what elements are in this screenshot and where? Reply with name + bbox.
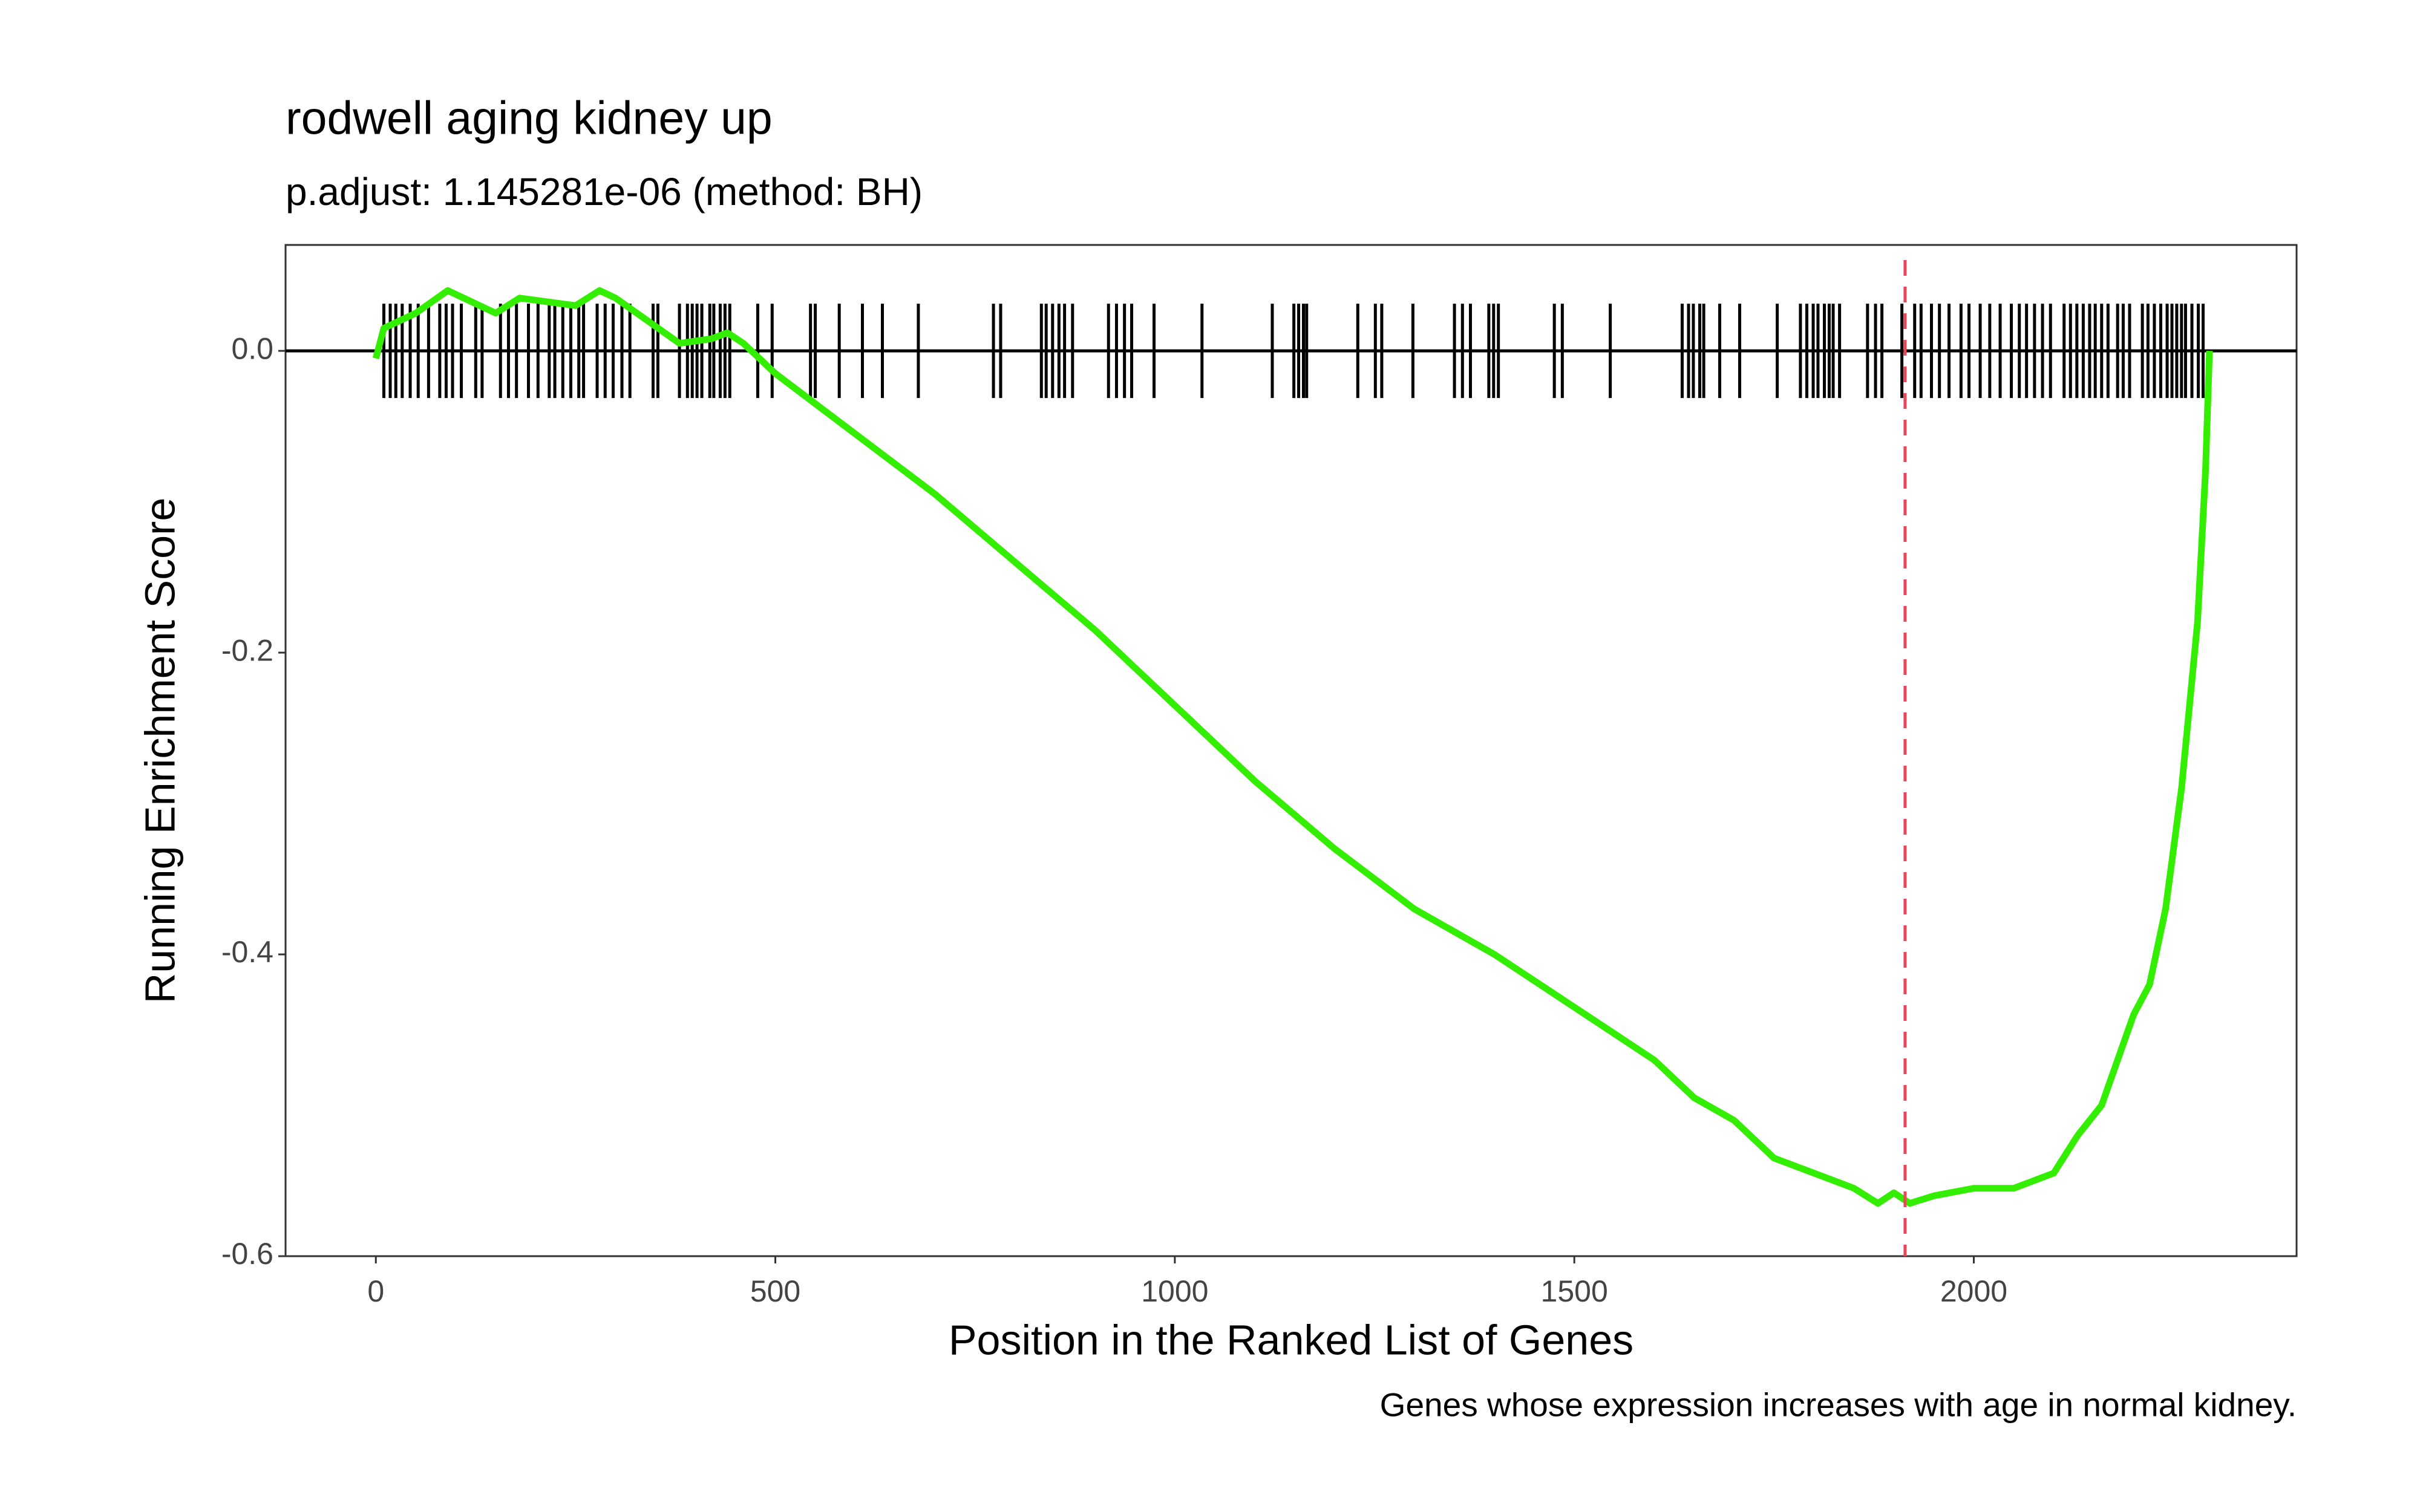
y-tick-label: -0.6 xyxy=(221,1237,273,1271)
y-tick-label: -0.2 xyxy=(221,633,273,667)
chart-subtitle: p.adjust: 1.145281e-06 (method: BH) xyxy=(286,170,923,213)
y-tick-label: 0.0 xyxy=(231,331,273,365)
y-axis-title: Running Enrichment Score xyxy=(136,498,183,1004)
running-score-line xyxy=(372,287,2213,1207)
caption: Genes whose expression increases with ag… xyxy=(1380,1386,2297,1424)
x-tick-label: 2000 xyxy=(1940,1274,2007,1308)
x-tick-label: 1500 xyxy=(1541,1274,1608,1308)
x-tick-label: 500 xyxy=(750,1274,800,1308)
plot-panel xyxy=(284,244,2298,1257)
x-tick-label: 1000 xyxy=(1141,1274,1208,1308)
y-tick-label: -0.4 xyxy=(221,935,273,969)
chart-title: rodwell aging kidney up xyxy=(286,92,773,144)
x-tick-label: 0 xyxy=(367,1274,384,1308)
x-axis-title: Position in the Ranked List of Genes xyxy=(949,1316,1634,1363)
